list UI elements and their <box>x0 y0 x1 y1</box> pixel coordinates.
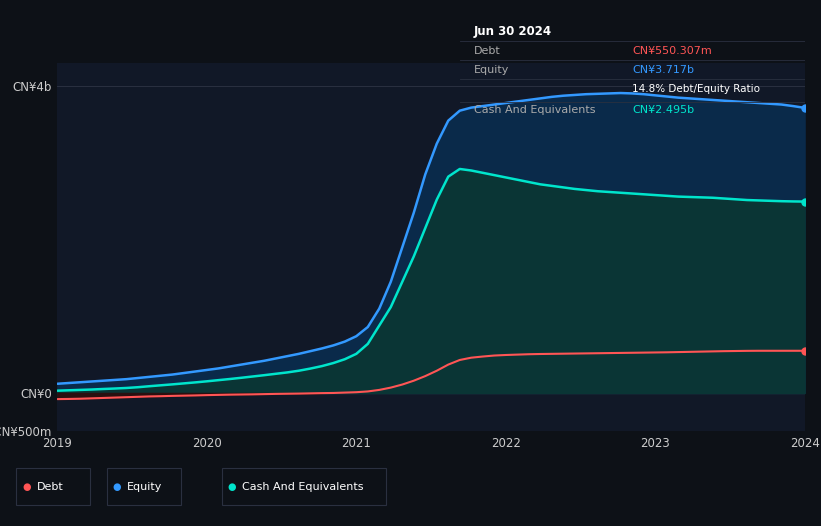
Text: CN¥2.495b: CN¥2.495b <box>632 105 695 115</box>
Text: ●: ● <box>22 481 30 492</box>
Text: Debt: Debt <box>474 46 501 56</box>
Text: Debt: Debt <box>37 481 64 492</box>
Text: ●: ● <box>112 481 121 492</box>
Text: Equity: Equity <box>474 65 509 75</box>
Text: ●: ● <box>227 481 236 492</box>
Text: Cash And Equivalents: Cash And Equivalents <box>242 481 364 492</box>
Text: 14.8% Debt/Equity Ratio: 14.8% Debt/Equity Ratio <box>632 84 760 94</box>
Text: CN¥3.717b: CN¥3.717b <box>632 65 695 75</box>
Text: Jun 30 2024: Jun 30 2024 <box>474 25 552 38</box>
Text: Equity: Equity <box>127 481 163 492</box>
Text: CN¥550.307m: CN¥550.307m <box>632 46 713 56</box>
Text: Cash And Equivalents: Cash And Equivalents <box>474 105 595 115</box>
